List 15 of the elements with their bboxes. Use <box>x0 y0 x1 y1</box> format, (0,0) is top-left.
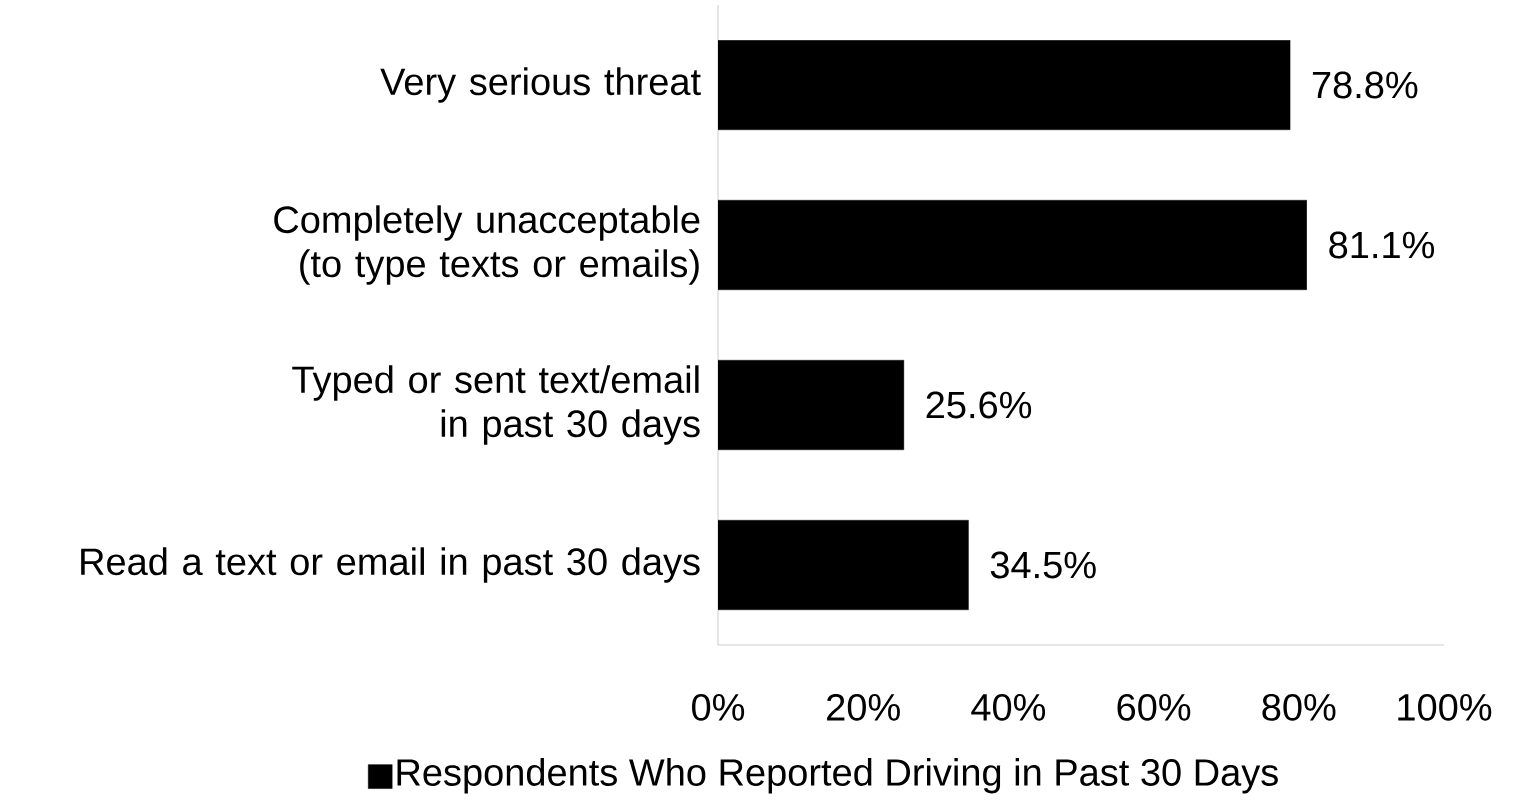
data-label: 34.5% <box>990 551 1096 579</box>
y-tick-label: Read a text or email in past 30 days <box>81 547 700 583</box>
y-tick-label: Very serious threat <box>380 67 701 103</box>
legend-label: Respondents Who Reported Driving in Past 30 Days <box>397 758 1278 794</box>
x-tick-label: 100% <box>1398 693 1492 721</box>
y-tick-label: Typed or sent text/email in past 30 days <box>292 365 700 445</box>
data-label: 25.6% <box>926 391 1032 419</box>
x-tick-label: 20% <box>827 693 900 721</box>
x-tick-label: 0% <box>692 693 745 721</box>
x-tick-label: 40% <box>971 693 1046 721</box>
x-tick-label: 80% <box>1262 693 1336 721</box>
x-tick-label: 60% <box>1117 693 1191 721</box>
y-tick-label: Completely unacceptable (to type texts or emails) <box>274 205 700 285</box>
data-label: 78.8% <box>1312 71 1418 99</box>
data-label: 81.1% <box>1329 231 1435 259</box>
